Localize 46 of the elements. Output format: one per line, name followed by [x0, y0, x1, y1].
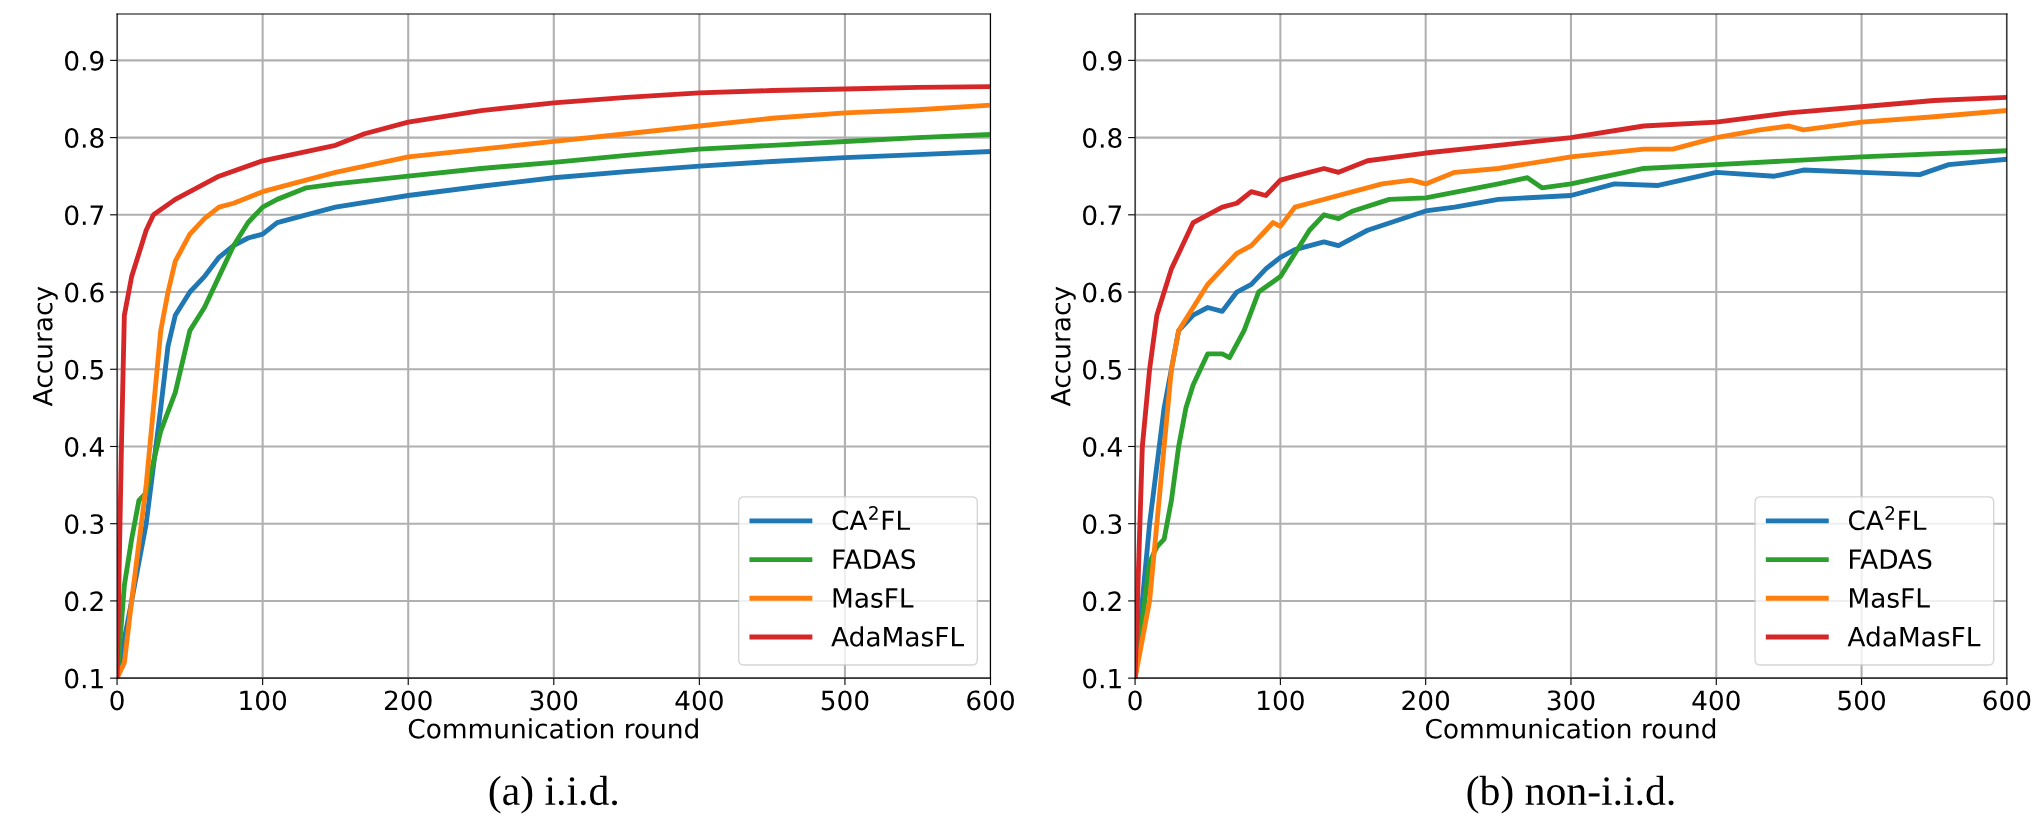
x-tick-label: 500 [821, 690, 869, 711]
x-axis-title: Communication round [408, 718, 698, 739]
y-tick-label: 0.3 [1083, 514, 1122, 535]
legend-label: AdaMasFL [1847, 626, 1981, 647]
y-tick-label: 0.5 [65, 359, 103, 380]
legend-label: MasFL [833, 588, 914, 608]
y-axis-title: Accuracy [1051, 286, 1076, 407]
x-tick-label: 0 [1128, 690, 1142, 711]
y-tick-label: 0.5 [1083, 359, 1121, 380]
y-tick-label: 0.9 [1083, 50, 1122, 71]
legend-label: FADAS [833, 549, 916, 570]
x-tick-label: 100 [1258, 690, 1304, 711]
y-tick-label: 0.4 [1083, 436, 1122, 457]
y-tick-label: 0.3 [65, 514, 104, 535]
x-axis-title: Communication round [1425, 718, 1716, 739]
text: (a) i.i.d. [489, 775, 617, 814]
legend-label: AdaMasFL [831, 626, 964, 647]
x-tick-label: 0 [110, 690, 124, 711]
y-tick-label: 0.4 [65, 436, 104, 457]
text: (b) non-i.i.d. [1467, 775, 1674, 814]
y-tick-label: 0.7 [65, 205, 104, 226]
x-tick-label: 400 [1692, 690, 1740, 711]
x-tick-label: 300 [530, 690, 578, 711]
y-tick-label: 0.2 [1083, 591, 1121, 612]
x-tick-label: 600 [1983, 690, 2031, 711]
legend-label: FADAS [1850, 549, 1932, 570]
x-tick-label: 200 [1402, 690, 1450, 711]
y-tick-label: 0.9 [65, 50, 104, 71]
x-tick-label: 200 [384, 690, 432, 711]
y-tick-label: 0.6 [65, 282, 104, 303]
y-tick-label: 0.1 [1083, 668, 1121, 689]
x-tick-label: 600 [967, 690, 1014, 711]
x-tick-label: 100 [240, 690, 287, 711]
y-axis-title: Accuracy [33, 286, 58, 407]
legend-label: CA$^{2}$FL [1848, 506, 1927, 531]
y-tick-label: 0.1 [65, 668, 103, 689]
legend-label: CA$^{2}$FL [832, 506, 910, 531]
x-tick-label: 300 [1547, 690, 1595, 711]
y-tick-label: 0.7 [1083, 205, 1122, 226]
y-tick-label: 0.2 [65, 591, 103, 612]
legend-label: MasFL [1850, 588, 1930, 608]
y-tick-label: 0.8 [1083, 128, 1122, 148]
y-tick-label: 0.8 [65, 128, 104, 148]
x-tick-label: 400 [675, 690, 723, 711]
y-tick-label: 0.6 [1083, 282, 1122, 303]
x-tick-label: 500 [1838, 690, 1886, 711]
